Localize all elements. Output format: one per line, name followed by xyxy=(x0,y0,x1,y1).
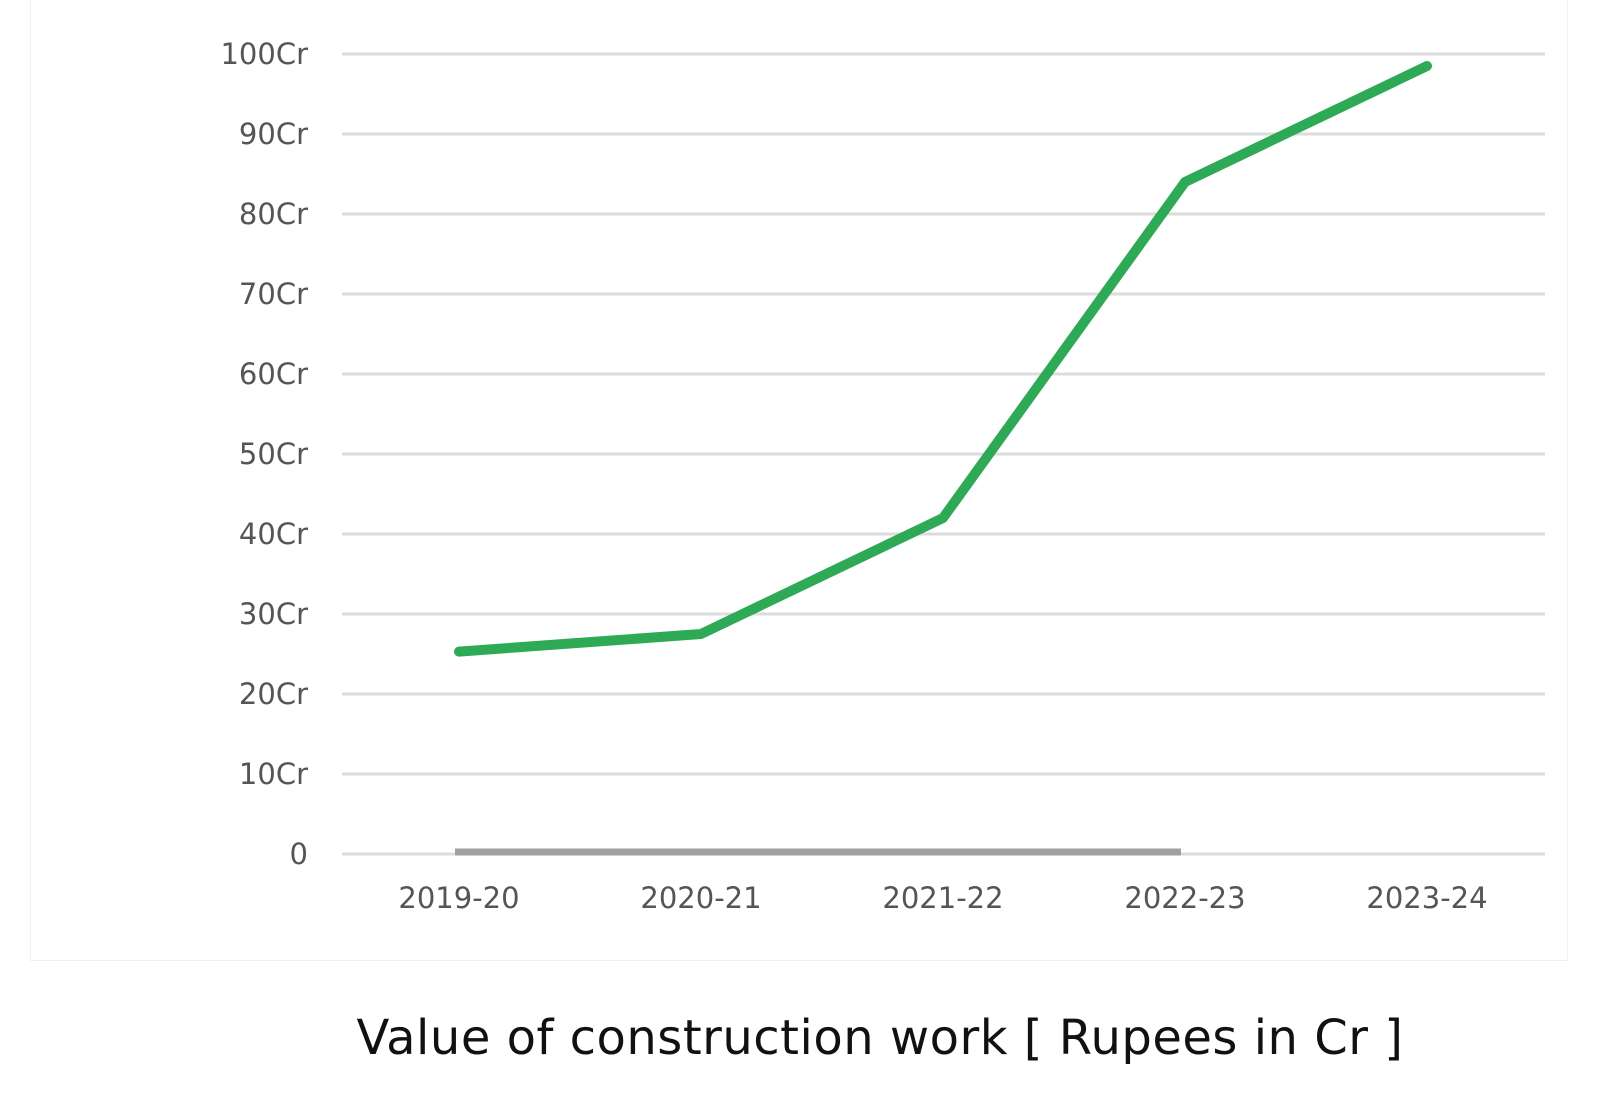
x-tick-label: 2023-24 xyxy=(1366,881,1487,915)
chart-title: Value of construction work [ Rupees in C… xyxy=(356,1010,1404,1066)
chart-frame xyxy=(30,0,1568,961)
y-tick-label: 0 xyxy=(290,837,308,871)
x-tick-label: 2019-20 xyxy=(398,881,519,915)
x-tick-label: 2022-23 xyxy=(1124,881,1245,915)
x-tick-label: 2020-21 xyxy=(640,881,761,915)
y-tick-label: 50Cr xyxy=(239,437,308,471)
line-chart: 0 10Cr 20Cr 30Cr 40Cr 50Cr 60Cr 70Cr 80Cr 90Cr 100… xyxy=(220,37,1545,915)
x-tick-label: 2021-22 xyxy=(882,881,1003,915)
y-tick-label: 20Cr xyxy=(239,677,308,711)
y-tick-label: 100Cr xyxy=(220,37,308,71)
y-tick-label: 70Cr xyxy=(239,277,308,311)
y-tick-label: 10Cr xyxy=(239,757,308,791)
y-tick-label: 40Cr xyxy=(239,517,308,551)
y-tick-label: 60Cr xyxy=(239,357,308,391)
series-line-construction-value xyxy=(454,61,1432,657)
y-tick-label: 80Cr xyxy=(239,197,308,231)
y-tick-label: 90Cr xyxy=(239,117,308,151)
y-tick-label: 30Cr xyxy=(239,597,308,631)
